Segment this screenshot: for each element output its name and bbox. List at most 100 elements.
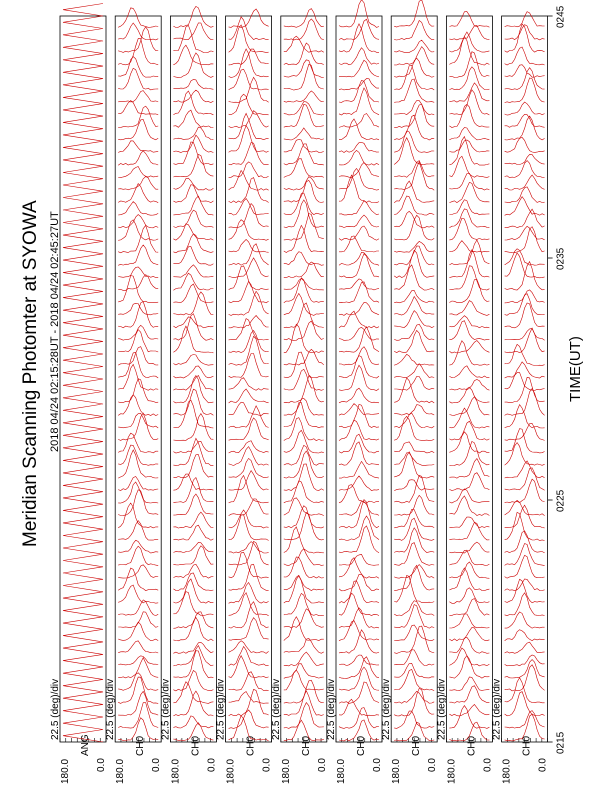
scan-trace xyxy=(394,241,435,253)
scan-trace xyxy=(504,500,545,516)
scan-trace xyxy=(338,404,380,429)
y-tick-label: 180.0 xyxy=(60,759,71,784)
scan-trace xyxy=(338,515,380,541)
scan-trace xyxy=(504,302,545,329)
scan-trace xyxy=(228,601,269,629)
scan-trace xyxy=(228,76,269,103)
scan-trace xyxy=(283,143,324,166)
scan-trace xyxy=(338,484,379,504)
scan-trace xyxy=(283,480,324,504)
panel-frame xyxy=(445,15,493,743)
scan-trace xyxy=(118,502,159,529)
scan-trace xyxy=(338,557,380,579)
chart-title: Meridian Scanning Photomter at SYOWA xyxy=(20,200,41,547)
y-tick-label: 180.0 xyxy=(446,759,457,784)
scan-trace xyxy=(338,607,380,629)
scan-trace xyxy=(118,219,159,241)
scan-trace xyxy=(228,24,269,53)
scan-trace xyxy=(394,39,435,53)
scan-trace xyxy=(449,521,490,541)
scan-trace xyxy=(449,587,490,604)
scan-trace xyxy=(338,326,380,353)
scan-trace xyxy=(449,721,490,742)
scan-trace xyxy=(118,539,159,554)
scan-trace xyxy=(339,235,379,253)
scan-trace xyxy=(449,431,490,454)
scan-trace xyxy=(228,202,269,228)
scan-trace xyxy=(338,167,380,191)
scale-label: 22.5 (deg)/div xyxy=(216,679,227,740)
scan-trace xyxy=(504,423,545,441)
panel-label: CH0 xyxy=(246,736,257,756)
scan-trace xyxy=(339,460,380,479)
scan-trace xyxy=(118,621,159,642)
scan-trace xyxy=(338,364,380,391)
scan-trace xyxy=(283,616,324,641)
scan-trace xyxy=(504,629,545,641)
scan-trace xyxy=(283,702,324,729)
scan-trace xyxy=(449,139,490,153)
scan-trace xyxy=(173,195,214,216)
scan-trace xyxy=(394,690,435,704)
scan-trace xyxy=(449,704,490,717)
panel-frame xyxy=(335,15,383,743)
y-tick-label: 180.0 xyxy=(281,759,292,784)
scan-trace xyxy=(449,365,490,379)
scan-trace xyxy=(338,251,380,266)
scan-trace xyxy=(394,494,435,516)
scan-trace xyxy=(338,719,380,742)
scan-trace xyxy=(118,150,159,166)
scan-trace xyxy=(394,451,435,479)
scan-trace xyxy=(228,540,269,566)
scan-trace xyxy=(173,641,214,654)
y-tick-label: 0.0 xyxy=(482,758,493,772)
scan-trace xyxy=(449,135,490,166)
scan-trace xyxy=(228,688,269,717)
scan-trace xyxy=(283,575,324,604)
scan-trace xyxy=(118,90,159,103)
scan-trace xyxy=(338,113,380,128)
scan-trace xyxy=(394,245,435,266)
scan-trace xyxy=(504,592,545,617)
scan-trace xyxy=(283,251,324,266)
scan-trace xyxy=(394,353,435,366)
scan-trace xyxy=(394,160,435,178)
scan-trace xyxy=(449,199,490,216)
scale-label: 22.5 (deg)/div xyxy=(326,679,337,740)
scan-trace xyxy=(338,225,380,241)
scan-trace xyxy=(173,272,214,291)
scan-trace xyxy=(118,351,159,379)
scan-trace xyxy=(118,412,159,441)
scan-trace xyxy=(228,265,269,291)
scan-trace xyxy=(394,137,435,165)
scan-trace xyxy=(228,551,269,579)
panel-frame xyxy=(280,15,328,743)
scan-trace xyxy=(394,57,435,78)
scan-trace xyxy=(118,449,159,479)
scan-trace xyxy=(173,126,214,140)
scan-trace xyxy=(394,564,435,579)
scan-trace xyxy=(118,520,159,541)
scan-trace xyxy=(394,0,435,28)
scan-trace xyxy=(338,47,380,66)
scan-trace xyxy=(283,320,324,341)
scan-trace xyxy=(283,669,324,691)
scan-trace xyxy=(173,572,214,591)
scan-trace xyxy=(283,277,324,304)
scan-trace xyxy=(283,104,324,128)
scan-trace xyxy=(118,444,159,466)
scan-trace xyxy=(504,403,545,429)
scan-trace xyxy=(173,591,214,616)
scan-trace xyxy=(449,379,490,391)
scan-trace xyxy=(118,67,159,91)
scan-trace xyxy=(338,681,380,704)
scan-trace xyxy=(228,290,269,316)
scan-trace xyxy=(173,246,214,266)
scan-trace xyxy=(283,278,324,291)
scan-trace xyxy=(118,611,159,629)
scan-trace xyxy=(173,611,214,629)
scan-trace xyxy=(449,51,490,78)
scan-trace xyxy=(504,208,545,229)
scan-trace xyxy=(228,169,269,191)
scan-trace xyxy=(118,672,159,691)
